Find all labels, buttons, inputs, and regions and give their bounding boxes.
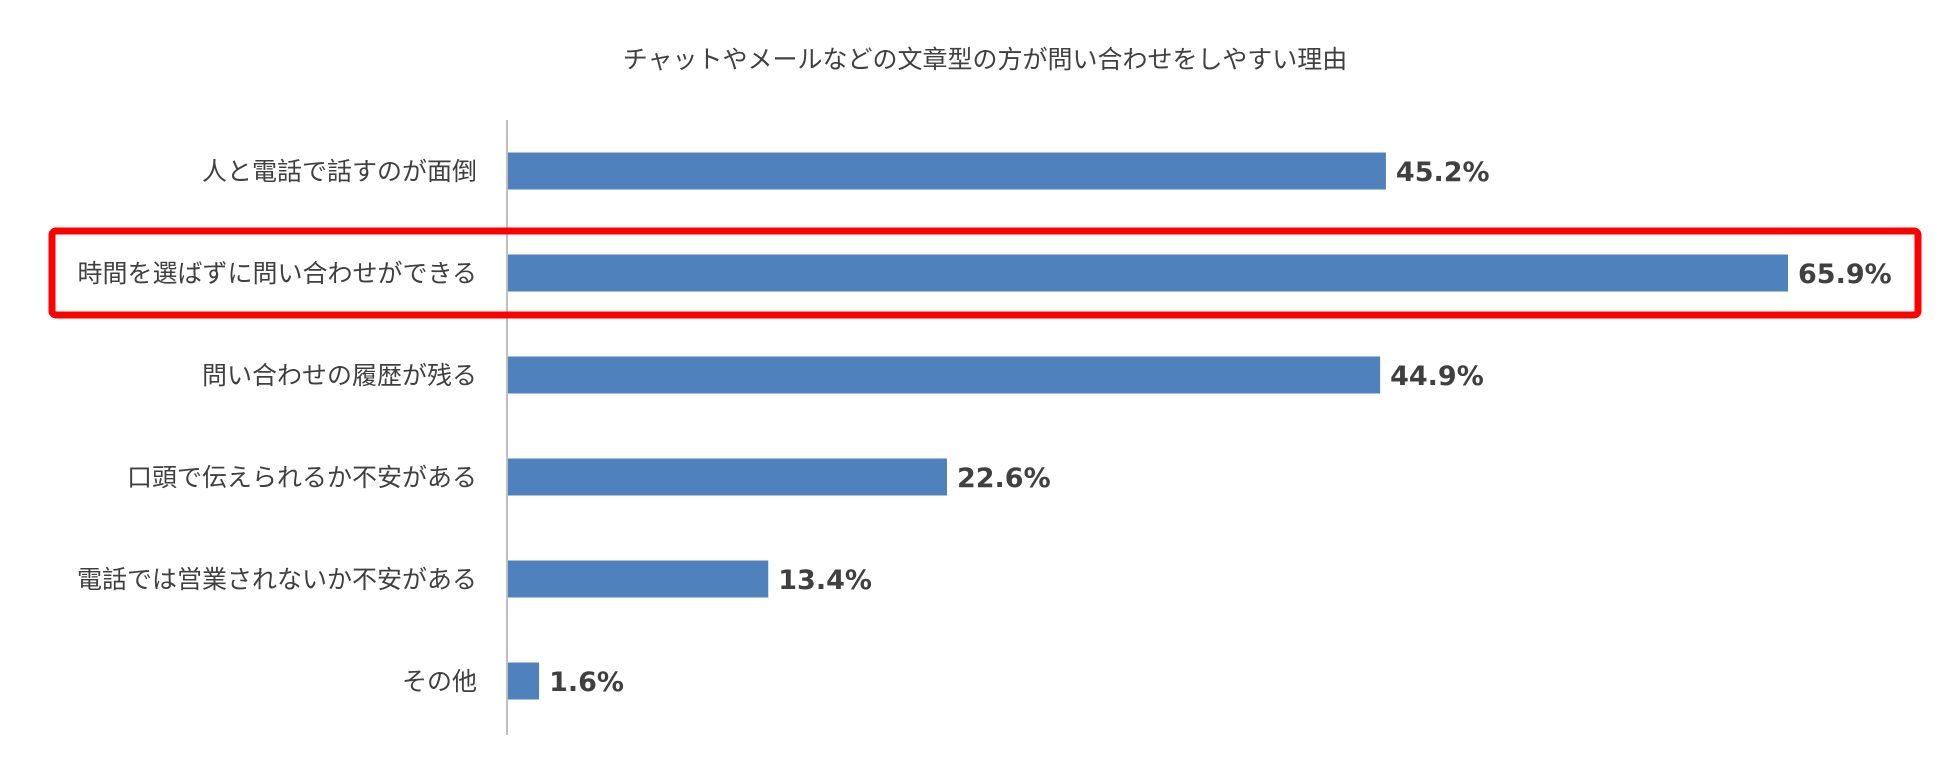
bar bbox=[508, 254, 1788, 292]
data-label: 45.2% bbox=[1396, 157, 1490, 188]
bar bbox=[508, 356, 1381, 394]
bar bbox=[508, 152, 1386, 190]
chart-title: チャットやメールなどの文章型の方が問い合わせをしやすい理由 bbox=[623, 45, 1348, 74]
category-label: 人と電話で話すのが面倒 bbox=[202, 157, 477, 186]
data-label: 13.4% bbox=[778, 565, 872, 596]
bar bbox=[508, 662, 540, 700]
bar bbox=[508, 458, 947, 496]
category-label: 電話では営業されないか不安がある bbox=[77, 565, 477, 594]
chart-marks: 人と電話で話すのが面倒 45.2% 時間を選ばずに問い合わせができる 65.9% 問い合… bbox=[48, 120, 1922, 735]
category-label: 時間を選ばずに問い合わせができる bbox=[77, 259, 477, 288]
data-label: 65.9% bbox=[1798, 259, 1892, 290]
category-label: 問い合わせの履歴が残る bbox=[202, 361, 477, 390]
data-label: 44.9% bbox=[1390, 361, 1484, 392]
bar bbox=[508, 560, 769, 598]
data-label: 1.6% bbox=[549, 667, 624, 698]
data-label: 22.6% bbox=[957, 463, 1051, 494]
category-label: その他 bbox=[402, 667, 477, 696]
highlight-box bbox=[48, 227, 1922, 319]
category-label: 口頭で伝えられるか不安がある bbox=[127, 463, 477, 492]
